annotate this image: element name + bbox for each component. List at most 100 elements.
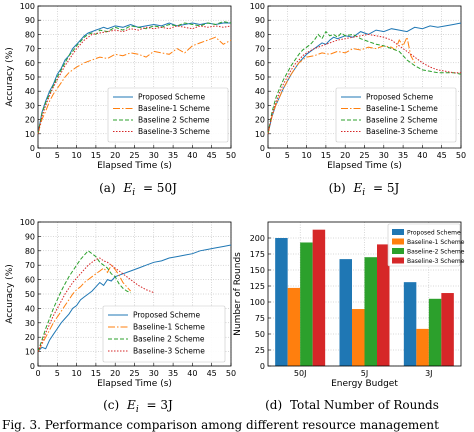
y-tick-label: 0 (260, 144, 265, 153)
x-tick-label: 20 (340, 151, 350, 160)
caption-a: (a) Ei = 50J (99, 181, 177, 198)
y-tick-label: 80 (25, 247, 35, 256)
caption-d-prefix: (d) (265, 398, 282, 412)
legend-box (387, 223, 461, 267)
x-tick-label: 20 (110, 369, 120, 378)
x-tick-label: 50 (226, 151, 236, 160)
y-tick-label: 25 (255, 346, 265, 355)
y-tick-label: 30 (255, 101, 265, 110)
y-tick-label: 200 (250, 234, 265, 243)
x-tick-label: 35 (398, 151, 408, 160)
legend-swatch-baseline2 (392, 248, 404, 254)
legend-label-proposed: Proposed Scheme (138, 93, 205, 102)
figure-caption: Fig. 3. Performance comparison among dif… (2, 418, 439, 432)
x-tick-label: 40 (187, 151, 197, 160)
y-tick-label: 50 (25, 290, 35, 299)
y-tick-label: 0 (30, 144, 35, 153)
series-line-baseline3 (37, 257, 154, 352)
y-tick-label: 20 (25, 116, 35, 125)
x-tick-label: 0 (265, 151, 270, 160)
x-axis-label: Elapsed Time (s) (97, 161, 172, 171)
y-tick-label: 50 (255, 330, 265, 339)
x-tick-label: 45 (437, 151, 447, 160)
y-tick-label: 90 (25, 16, 35, 25)
caption-b-var: E (353, 181, 363, 195)
y-tick-label: 10 (255, 130, 265, 139)
x-tick-label: 5 (285, 151, 290, 160)
legend-swatch-proposed (392, 229, 404, 235)
caption-c-var: E (126, 398, 136, 412)
x-tick-label: 3J (425, 369, 432, 378)
x-tick-label: 15 (91, 151, 101, 160)
chart-c-accuracy-3j: 0 10 20 30 40 50 60 70 80 90 100 0 5 10 15 20 25 30 35 40 45… (5, 218, 236, 389)
legend-box (107, 87, 229, 143)
legend-label-baseline1: Baseline-1 Scheme (133, 323, 205, 332)
x-tick-label: 25 (129, 151, 139, 160)
y-tick-label: 0 (30, 362, 35, 371)
x-axis-label: Elapsed Time (s) (327, 161, 402, 171)
x-axis-label: Energy Budget (331, 379, 398, 389)
legend-swatch-baseline1 (392, 238, 404, 245)
y-tick-label: 100 (250, 298, 265, 307)
y-tick-label: 150 (250, 266, 265, 275)
legend-box (102, 305, 226, 363)
bar-baseline3-5J (377, 244, 390, 366)
y-tick-label: 10 (25, 348, 35, 357)
x-tick-label: 50 (226, 369, 236, 378)
y-tick-label: 10 (25, 130, 35, 139)
bar-proposed-5J (339, 259, 352, 366)
bar-baseline1-3J (416, 328, 429, 366)
caption-b-prefix: (b) (329, 181, 346, 195)
series-line-baseline1 (267, 35, 416, 134)
x-tick-label: 35 (168, 151, 178, 160)
caption-b-value: = 5J (373, 181, 400, 195)
legend-label-proposed: Proposed Scheme (366, 93, 433, 102)
legend-label-baseline1: Baseline-1 Scheme (138, 104, 210, 113)
x-tick-label: 35 (168, 369, 178, 378)
x-tick-label: 25 (129, 369, 139, 378)
y-tick-label: 80 (255, 30, 265, 39)
y-tick-label: 70 (255, 45, 265, 54)
y-tick-label: 30 (25, 101, 35, 110)
y-axis-label: Number of Rounds (233, 252, 243, 336)
y-tick-label: 40 (25, 87, 35, 96)
legend-label-baseline3: Baseline-3 Scheme (366, 127, 438, 136)
x-tick-label: 30 (149, 369, 159, 378)
y-tick-label: 30 (25, 319, 35, 328)
x-tick-label: 30 (379, 151, 389, 160)
legend-label-baseline1: Baseline-1 Scheme (366, 104, 438, 113)
y-tick-label: 90 (25, 232, 35, 241)
bar-baseline1-5J (352, 309, 365, 366)
y-tick-label: 100 (20, 218, 35, 227)
caption-a-var: E (122, 181, 132, 195)
bar-baseline1-50J (287, 287, 301, 366)
x-tick-label: 5 (55, 151, 60, 160)
x-tick-label: 45 (207, 151, 217, 160)
y-tick-label: 90 (255, 16, 265, 25)
y-tick-label: 40 (255, 87, 265, 96)
x-tick-label: 5 (55, 369, 60, 378)
y-tick-label: 175 (250, 250, 265, 259)
x-tick-label: 0 (35, 369, 40, 378)
y-tick-label: 40 (25, 304, 35, 313)
y-tick-label: 125 (250, 282, 265, 291)
bar-baseline3-3J (441, 293, 454, 366)
legend-label-proposed: Proposed Scheme (407, 230, 461, 237)
caption-c-value: = 3J (147, 398, 174, 412)
caption-a-value: = 50J (143, 181, 177, 195)
y-tick-label: 70 (25, 261, 35, 270)
x-axis-label: Elapsed Time (s) (97, 379, 172, 389)
y-tick-label: 50 (255, 73, 265, 82)
chart-d-total-rounds: 50J 5J 3J 0 25 50 75 100 125 150 175 200 Energy Budg… (233, 221, 465, 389)
plot-frame (267, 221, 462, 367)
series-line-baseline2 (267, 30, 462, 134)
bar-baseline2-3J (428, 298, 442, 366)
caption-a-sub: i (132, 188, 135, 198)
x-tick-label: 50J (294, 369, 307, 378)
x-tick-label: 45 (207, 369, 217, 378)
y-tick-label: 60 (25, 276, 35, 285)
caption-d: (d) Total Number of Rounds (265, 398, 439, 412)
y-tick-label: 50 (25, 73, 35, 82)
caption-a-prefix: (a) (99, 181, 116, 195)
y-tick-label: 75 (255, 314, 265, 323)
